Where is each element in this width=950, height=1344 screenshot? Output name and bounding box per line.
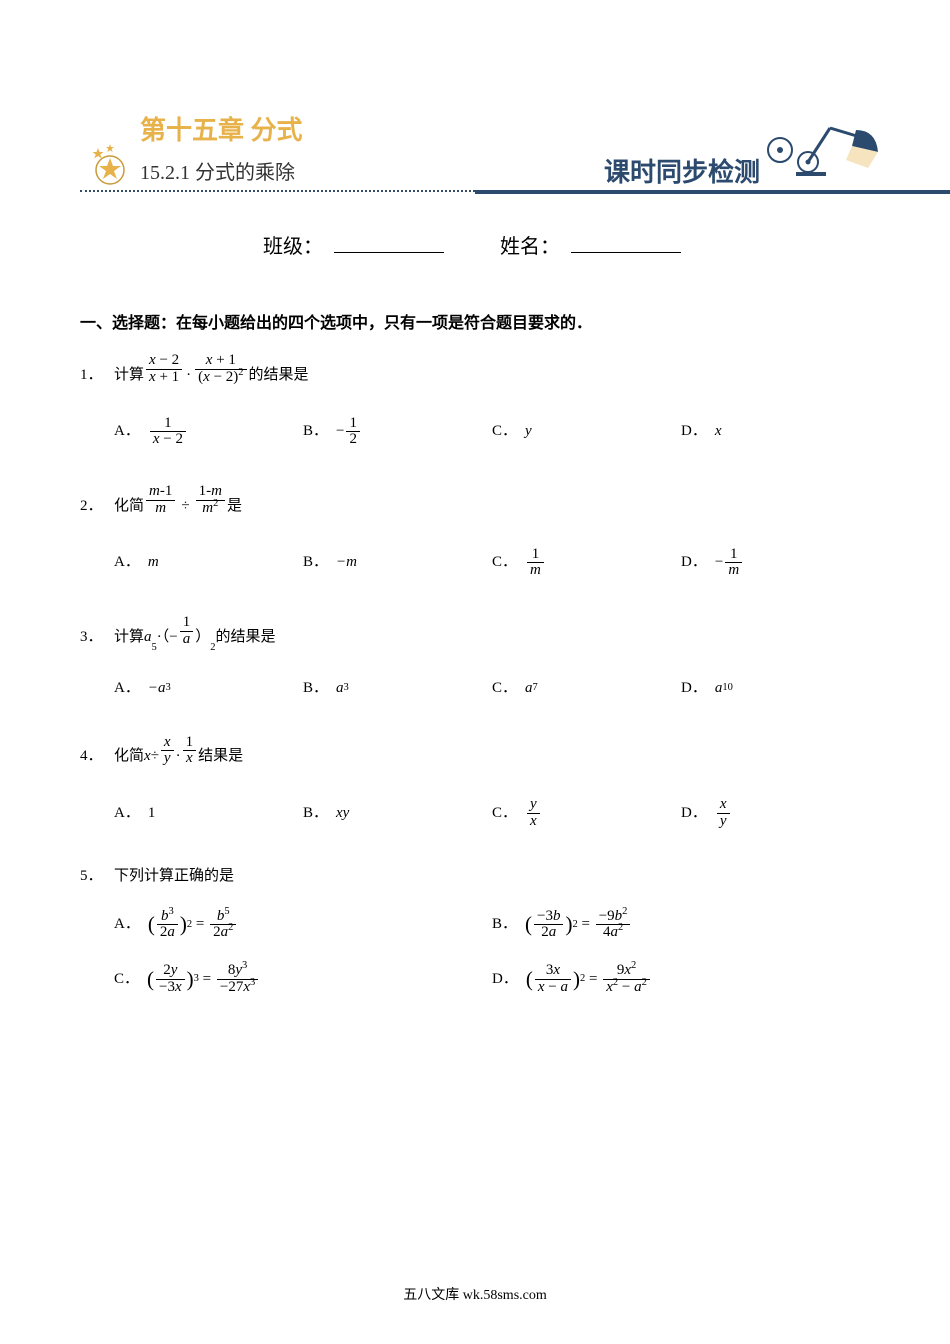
q4-num: 4． — [80, 746, 114, 767]
q1-suffix: 的结果是 — [249, 365, 309, 386]
class-label: 班级： — [263, 236, 323, 258]
q5-opt-a: A． ( b32a )2 = b52a2 — [114, 909, 492, 942]
page: 第十五章 分式 15.2.1 分式的乘除 课时同步检测 — [0, 0, 950, 1344]
section-head-1: 一、选择题：在每小题给出的四个选项中，只有一项是符合题目要求的． — [80, 309, 870, 333]
header: 第十五章 分式 15.2.1 分式的乘除 课时同步检测 — [80, 110, 870, 200]
q5-opt-c: C． ( 2y−3x )3 = 8y3−27x3 — [114, 963, 492, 996]
q5-options-row2: C． ( 2y−3x )3 = 8y3−27x3 D． ( 3xx − a )2… — [114, 963, 870, 996]
class-name-row: 班级： 姓名： — [80, 230, 870, 259]
q1-opt-a: A． 1x − 2 — [114, 416, 303, 449]
q4-opt-b: B． xy — [303, 797, 492, 830]
q3-opt-a: A． −a3 — [114, 678, 303, 699]
question-1: 1． 计算 x − 2 x + 1 · x + 1 (x − 2)2 的结果是 … — [80, 353, 870, 448]
q3-suffix: 的结果是 — [216, 627, 276, 648]
class-blank — [334, 234, 444, 253]
q4-options: A． 1 B． xy C． yx D． xy — [114, 797, 870, 830]
q1-opt-c: C． y — [492, 416, 681, 449]
q1-frac1: x − 2 x + 1 — [146, 353, 182, 386]
q2-prefix: 化简 — [114, 496, 144, 517]
question-4: 4． 化简 x÷ xy · 1x 结果是 A． 1 B． xy C． yx D． — [80, 735, 870, 830]
q1-prefix: 计算 — [114, 365, 144, 386]
q5-opt-d: D． ( 3xx − a )2 = 9x2x2 − a2 — [492, 963, 870, 996]
q5-options-row1: A． ( b32a )2 = b52a2 B． ( −3b2a )2 = −9b… — [114, 909, 870, 942]
q3-num: 3． — [80, 627, 114, 648]
q2-opt-c: C． 1m — [492, 547, 681, 580]
q2-opt-a: A． m — [114, 547, 303, 580]
q4-suffix: 结果是 — [198, 746, 243, 767]
q2-opt-b: B． −m — [303, 547, 492, 580]
question-2: 2． 化简 m-1 m ÷ 1-m m2 是 A． m B． −m C． — [80, 484, 870, 579]
q2-frac2: 1-m m2 — [196, 484, 225, 517]
q2-opt-d: D． −1m — [681, 547, 870, 580]
q5-opt-b: B． ( −3b2a )2 = −9b24a2 — [492, 909, 870, 942]
q2-frac1: m-1 m — [146, 484, 175, 517]
name-label: 姓名： — [500, 236, 560, 258]
q5-num: 5． — [80, 866, 114, 887]
q1-num: 1． — [80, 365, 114, 386]
solid-rule — [475, 190, 950, 194]
q1-opt-d: D． x — [681, 416, 870, 449]
q3-opt-b: B． a3 — [303, 678, 492, 699]
question-3: 3． 计算 a5 ·（− 1a ）2 的结果是 A． −a3 B． a3 C． … — [80, 615, 870, 699]
q2-options: A． m B． −m C． 1m D． −1m — [114, 547, 870, 580]
q1-options: A． 1x − 2 B． −12 C． y D． x — [114, 416, 870, 449]
q3-mid: ·（− — [157, 627, 178, 648]
q4-opt-a: A． 1 — [114, 797, 303, 830]
section-title: 15.2.1 分式的乘除 — [140, 156, 295, 185]
q3-options: A． −a3 B． a3 C． a7 D． a10 — [114, 678, 870, 699]
question-5: 5． 下列计算正确的是 A． ( b32a )2 = b52a2 B． ( −3… — [80, 866, 870, 996]
q3-opt-c: C． a7 — [492, 678, 681, 699]
q5-text: 下列计算正确的是 — [114, 866, 234, 887]
q4-prefix: 化简 — [114, 746, 144, 767]
q3-opt-d: D． a10 — [681, 678, 870, 699]
chapter-title: 第十五章 分式 — [140, 110, 303, 147]
header-rule — [80, 190, 870, 196]
q1-opt-b: B． −12 — [303, 416, 492, 449]
q2-num: 2． — [80, 496, 114, 517]
right-title: 课时同步检测 — [604, 152, 760, 189]
q1-frac2: x + 1 (x − 2)2 — [195, 353, 246, 386]
q3-prefix: 计算 — [114, 627, 144, 648]
name-blank — [571, 234, 681, 253]
footer: 五八文库 wk.58sms.com — [0, 1284, 950, 1304]
stars-icon — [88, 142, 132, 186]
q4-opt-d: D． xy — [681, 797, 870, 830]
dotted-rule — [80, 190, 507, 192]
q4-opt-c: C． yx — [492, 797, 681, 830]
q2-suffix: 是 — [227, 496, 242, 517]
lamp-icon — [760, 110, 880, 190]
